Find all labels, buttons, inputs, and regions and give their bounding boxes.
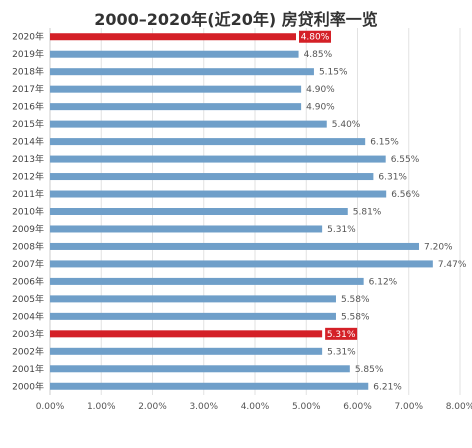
bar xyxy=(50,50,299,58)
category-label: 2012年 xyxy=(12,171,44,183)
category-label: 2006年 xyxy=(12,275,44,287)
value-label: 5.31% xyxy=(327,347,356,357)
category-label: 2014年 xyxy=(12,136,44,148)
category-label: 2011年 xyxy=(12,188,44,200)
value-label: 6.56% xyxy=(391,190,420,200)
bar xyxy=(50,208,348,215)
value-label: 4.90% xyxy=(306,85,335,95)
bar xyxy=(50,173,374,181)
category-label: 2019年 xyxy=(12,48,44,60)
x-tick-label: 7.00% xyxy=(394,402,423,412)
value-label: 7.20% xyxy=(424,242,453,252)
x-tick-label: 5.00% xyxy=(292,402,321,412)
category-label: 2010年 xyxy=(12,206,44,218)
x-tick-label: 6.00% xyxy=(343,402,372,412)
category-label: 2009年 xyxy=(12,223,44,235)
bar xyxy=(50,312,336,320)
value-label: 5.58% xyxy=(341,295,370,305)
bar xyxy=(50,347,323,355)
category-label: 2017年 xyxy=(12,83,44,95)
value-label: 5.31% xyxy=(327,330,356,340)
value-label: 6.15% xyxy=(370,138,399,148)
bar xyxy=(50,382,369,390)
value-label: 5.15% xyxy=(319,68,348,78)
category-label: 2001年 xyxy=(12,363,44,375)
x-tick-label: 8.00% xyxy=(446,402,472,412)
bar xyxy=(50,242,419,250)
bar xyxy=(50,155,386,163)
category-label: 2013年 xyxy=(12,153,44,165)
value-label: 5.40% xyxy=(332,120,361,130)
category-label: 2000年 xyxy=(12,380,44,392)
category-label: 2015年 xyxy=(12,118,44,130)
value-label-box xyxy=(325,327,358,340)
value-label: 6.55% xyxy=(391,155,420,165)
chart-title: 2000–2020年(近20年) 房贷利率一览 xyxy=(94,10,378,29)
bar xyxy=(50,225,323,233)
category-label: 2005年 xyxy=(12,293,44,305)
bar-highlighted xyxy=(50,330,323,338)
bar-highlighted xyxy=(50,33,296,41)
x-tick-label: 4.00% xyxy=(241,402,270,412)
value-label: 6.21% xyxy=(373,382,402,392)
value-label: 7.47% xyxy=(438,260,467,270)
category-label: 2016年 xyxy=(12,101,44,113)
category-label: 2004年 xyxy=(12,310,44,322)
value-label: 6.31% xyxy=(378,173,407,183)
value-label: 5.58% xyxy=(341,312,370,322)
bar xyxy=(50,295,336,303)
bar xyxy=(50,260,433,268)
value-label-box xyxy=(299,30,331,43)
category-label: 2007年 xyxy=(12,258,44,270)
category-label: 2020年 xyxy=(12,31,44,43)
value-label: 4.85% xyxy=(304,50,333,60)
value-label: 5.81% xyxy=(353,208,382,218)
value-label: 5.31% xyxy=(327,225,356,235)
bar xyxy=(50,277,364,285)
x-tick-label: 1.00% xyxy=(87,402,116,412)
value-label: 4.80% xyxy=(301,33,330,43)
bar xyxy=(50,103,302,111)
bar xyxy=(50,68,314,76)
bar xyxy=(50,190,387,198)
value-label: 5.85% xyxy=(355,365,384,375)
category-label: 2002年 xyxy=(12,345,44,357)
bar xyxy=(50,85,302,93)
value-label: 4.90% xyxy=(306,103,335,113)
value-label: 6.12% xyxy=(369,277,398,287)
x-tick-label: 2.00% xyxy=(138,402,167,412)
bar xyxy=(50,120,327,128)
bar xyxy=(50,365,350,373)
category-label: 2008年 xyxy=(12,240,44,252)
category-label: 2003年 xyxy=(12,328,44,340)
category-label: 2018年 xyxy=(12,66,44,78)
x-tick-label: 3.00% xyxy=(189,402,218,412)
bar xyxy=(50,138,366,146)
x-tick-label: 0.00% xyxy=(36,402,65,412)
